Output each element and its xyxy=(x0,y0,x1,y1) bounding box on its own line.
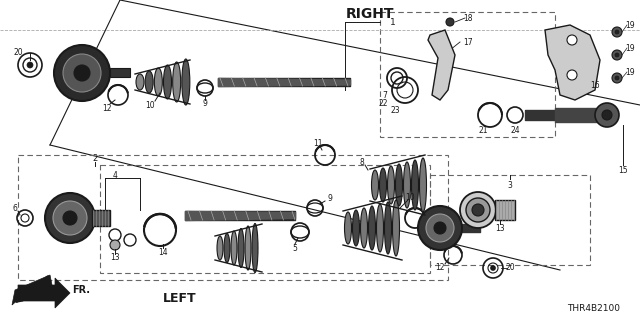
Circle shape xyxy=(466,198,490,222)
Text: THR4B2100: THR4B2100 xyxy=(567,304,620,313)
Text: 19: 19 xyxy=(625,68,635,76)
Ellipse shape xyxy=(380,168,387,202)
Text: 12: 12 xyxy=(102,103,112,113)
Polygon shape xyxy=(12,275,52,305)
Text: 24: 24 xyxy=(510,125,520,134)
Circle shape xyxy=(615,76,619,80)
Text: 19: 19 xyxy=(625,20,635,29)
Circle shape xyxy=(45,193,95,243)
Bar xyxy=(110,68,130,77)
Ellipse shape xyxy=(353,210,360,246)
Text: 11: 11 xyxy=(313,139,323,148)
Text: 19: 19 xyxy=(625,44,635,52)
Text: 6: 6 xyxy=(13,204,17,212)
Text: 20: 20 xyxy=(13,47,23,57)
Ellipse shape xyxy=(238,228,244,268)
Circle shape xyxy=(595,103,619,127)
Circle shape xyxy=(434,222,446,234)
Circle shape xyxy=(426,214,454,242)
Circle shape xyxy=(74,65,90,81)
Polygon shape xyxy=(545,25,600,100)
Ellipse shape xyxy=(376,204,383,252)
Ellipse shape xyxy=(396,164,403,206)
Ellipse shape xyxy=(344,212,351,244)
Ellipse shape xyxy=(136,74,144,90)
Ellipse shape xyxy=(371,170,378,200)
Bar xyxy=(18,155,448,280)
Circle shape xyxy=(418,206,462,250)
Ellipse shape xyxy=(403,162,410,208)
Ellipse shape xyxy=(173,62,180,102)
Text: 3: 3 xyxy=(508,180,513,189)
Circle shape xyxy=(472,204,484,216)
Circle shape xyxy=(612,50,622,60)
Circle shape xyxy=(110,240,120,250)
Text: 1: 1 xyxy=(390,18,396,27)
Ellipse shape xyxy=(182,59,190,105)
Bar xyxy=(92,210,110,226)
Text: 17: 17 xyxy=(463,37,473,46)
Ellipse shape xyxy=(145,71,153,93)
Ellipse shape xyxy=(369,206,376,250)
Ellipse shape xyxy=(224,234,230,262)
Text: 21: 21 xyxy=(478,125,488,134)
Ellipse shape xyxy=(154,68,163,96)
Circle shape xyxy=(54,45,110,101)
Ellipse shape xyxy=(387,166,394,204)
Text: 15: 15 xyxy=(618,165,628,174)
Circle shape xyxy=(63,54,101,92)
Text: 18: 18 xyxy=(463,13,473,22)
Text: 5: 5 xyxy=(292,244,298,252)
Circle shape xyxy=(612,27,622,37)
Circle shape xyxy=(615,53,619,57)
Circle shape xyxy=(491,266,495,270)
Bar xyxy=(100,165,430,273)
Polygon shape xyxy=(428,30,455,100)
Polygon shape xyxy=(18,278,70,308)
Ellipse shape xyxy=(412,160,419,210)
Text: 14: 14 xyxy=(158,247,168,257)
Bar xyxy=(495,200,515,220)
Text: LEFT: LEFT xyxy=(163,292,197,305)
Text: 9: 9 xyxy=(203,99,207,108)
Text: 10: 10 xyxy=(145,100,155,109)
Bar xyxy=(380,12,555,137)
Ellipse shape xyxy=(360,208,367,248)
Circle shape xyxy=(63,211,77,225)
Circle shape xyxy=(27,62,33,68)
Ellipse shape xyxy=(163,65,172,99)
Text: 4: 4 xyxy=(113,171,117,180)
Circle shape xyxy=(446,18,454,26)
Circle shape xyxy=(460,192,496,228)
Text: 12: 12 xyxy=(435,263,445,273)
Ellipse shape xyxy=(231,231,237,265)
Text: FR.: FR. xyxy=(72,285,90,295)
Ellipse shape xyxy=(217,236,223,260)
Text: 16: 16 xyxy=(590,81,600,90)
Text: RIGHT: RIGHT xyxy=(346,7,394,21)
Text: 13: 13 xyxy=(495,223,505,233)
Bar xyxy=(430,175,590,265)
Text: 8: 8 xyxy=(360,157,364,166)
Circle shape xyxy=(612,73,622,83)
Ellipse shape xyxy=(392,200,399,256)
Ellipse shape xyxy=(419,158,426,212)
Circle shape xyxy=(53,201,87,235)
Circle shape xyxy=(602,110,612,120)
Ellipse shape xyxy=(385,202,392,254)
Text: 13: 13 xyxy=(110,253,120,262)
Text: 10: 10 xyxy=(405,193,415,202)
Ellipse shape xyxy=(245,226,251,270)
Circle shape xyxy=(567,35,577,45)
Text: 9: 9 xyxy=(328,194,332,203)
Text: 2: 2 xyxy=(92,154,98,163)
Circle shape xyxy=(567,70,577,80)
Circle shape xyxy=(615,30,619,34)
Text: 22: 22 xyxy=(378,99,388,108)
Text: 23: 23 xyxy=(390,106,400,115)
Text: 20: 20 xyxy=(505,263,515,273)
Ellipse shape xyxy=(252,223,258,273)
Text: 7: 7 xyxy=(383,91,387,100)
